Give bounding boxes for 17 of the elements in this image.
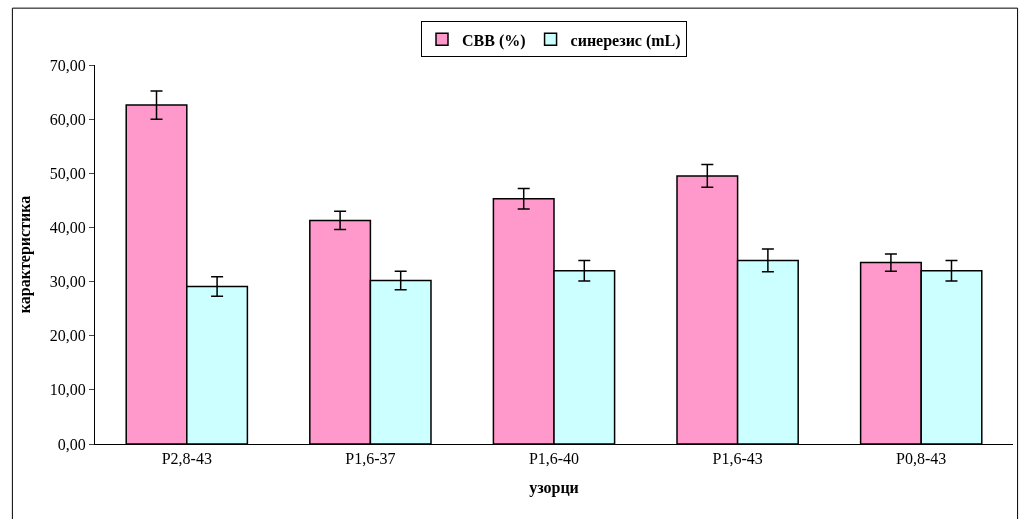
y-tick-label: 60,00	[49, 110, 86, 128]
x-tick-label: P1,6-40	[528, 450, 580, 468]
x-tick-label: P1,6-43	[712, 450, 763, 468]
legend-label: CBB (%)	[462, 31, 526, 50]
x-tick-label: P0,8-43	[896, 450, 947, 468]
legend-label: синерезис (mL)	[570, 31, 681, 50]
x-axis-title: узорци	[529, 478, 579, 497]
x-tick-label: P1,6-37	[345, 450, 396, 468]
y-tick-label: 50,00	[49, 164, 86, 182]
y-tick-label: 70,00	[49, 56, 86, 74]
y-tick-label: 40,00	[49, 219, 86, 237]
y-tick-label: 30,00	[49, 273, 86, 291]
y-axis-title: карактеристика	[15, 195, 34, 314]
x-tick-label: P2,8-43	[161, 450, 212, 468]
y-tick-label: 20,00	[49, 327, 86, 345]
y-tick-label: 10,00	[49, 381, 86, 399]
y-tick-label: 0,00	[57, 435, 86, 453]
